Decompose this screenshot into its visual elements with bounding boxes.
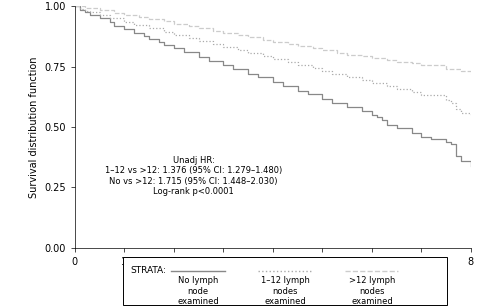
Y-axis label: Survival distribution function: Survival distribution function <box>28 56 39 198</box>
Text: 1–12 lymph
nodes
examined: 1–12 lymph nodes examined <box>260 276 310 306</box>
Text: >12 lymph
nodes
examined: >12 lymph nodes examined <box>349 276 395 306</box>
Text: STRATA:: STRATA: <box>130 266 166 275</box>
Text: Unadj HR:
1–12 vs >12: 1.376 (95% CI: 1.279–1.480)
No vs >12: 1.715 (95% CI: 1.4: Unadj HR: 1–12 vs >12: 1.376 (95% CI: 1.… <box>105 156 282 196</box>
Text: No lymph
node
examined: No lymph node examined <box>177 276 219 306</box>
X-axis label: Years from surgery: Years from surgery <box>227 273 319 282</box>
